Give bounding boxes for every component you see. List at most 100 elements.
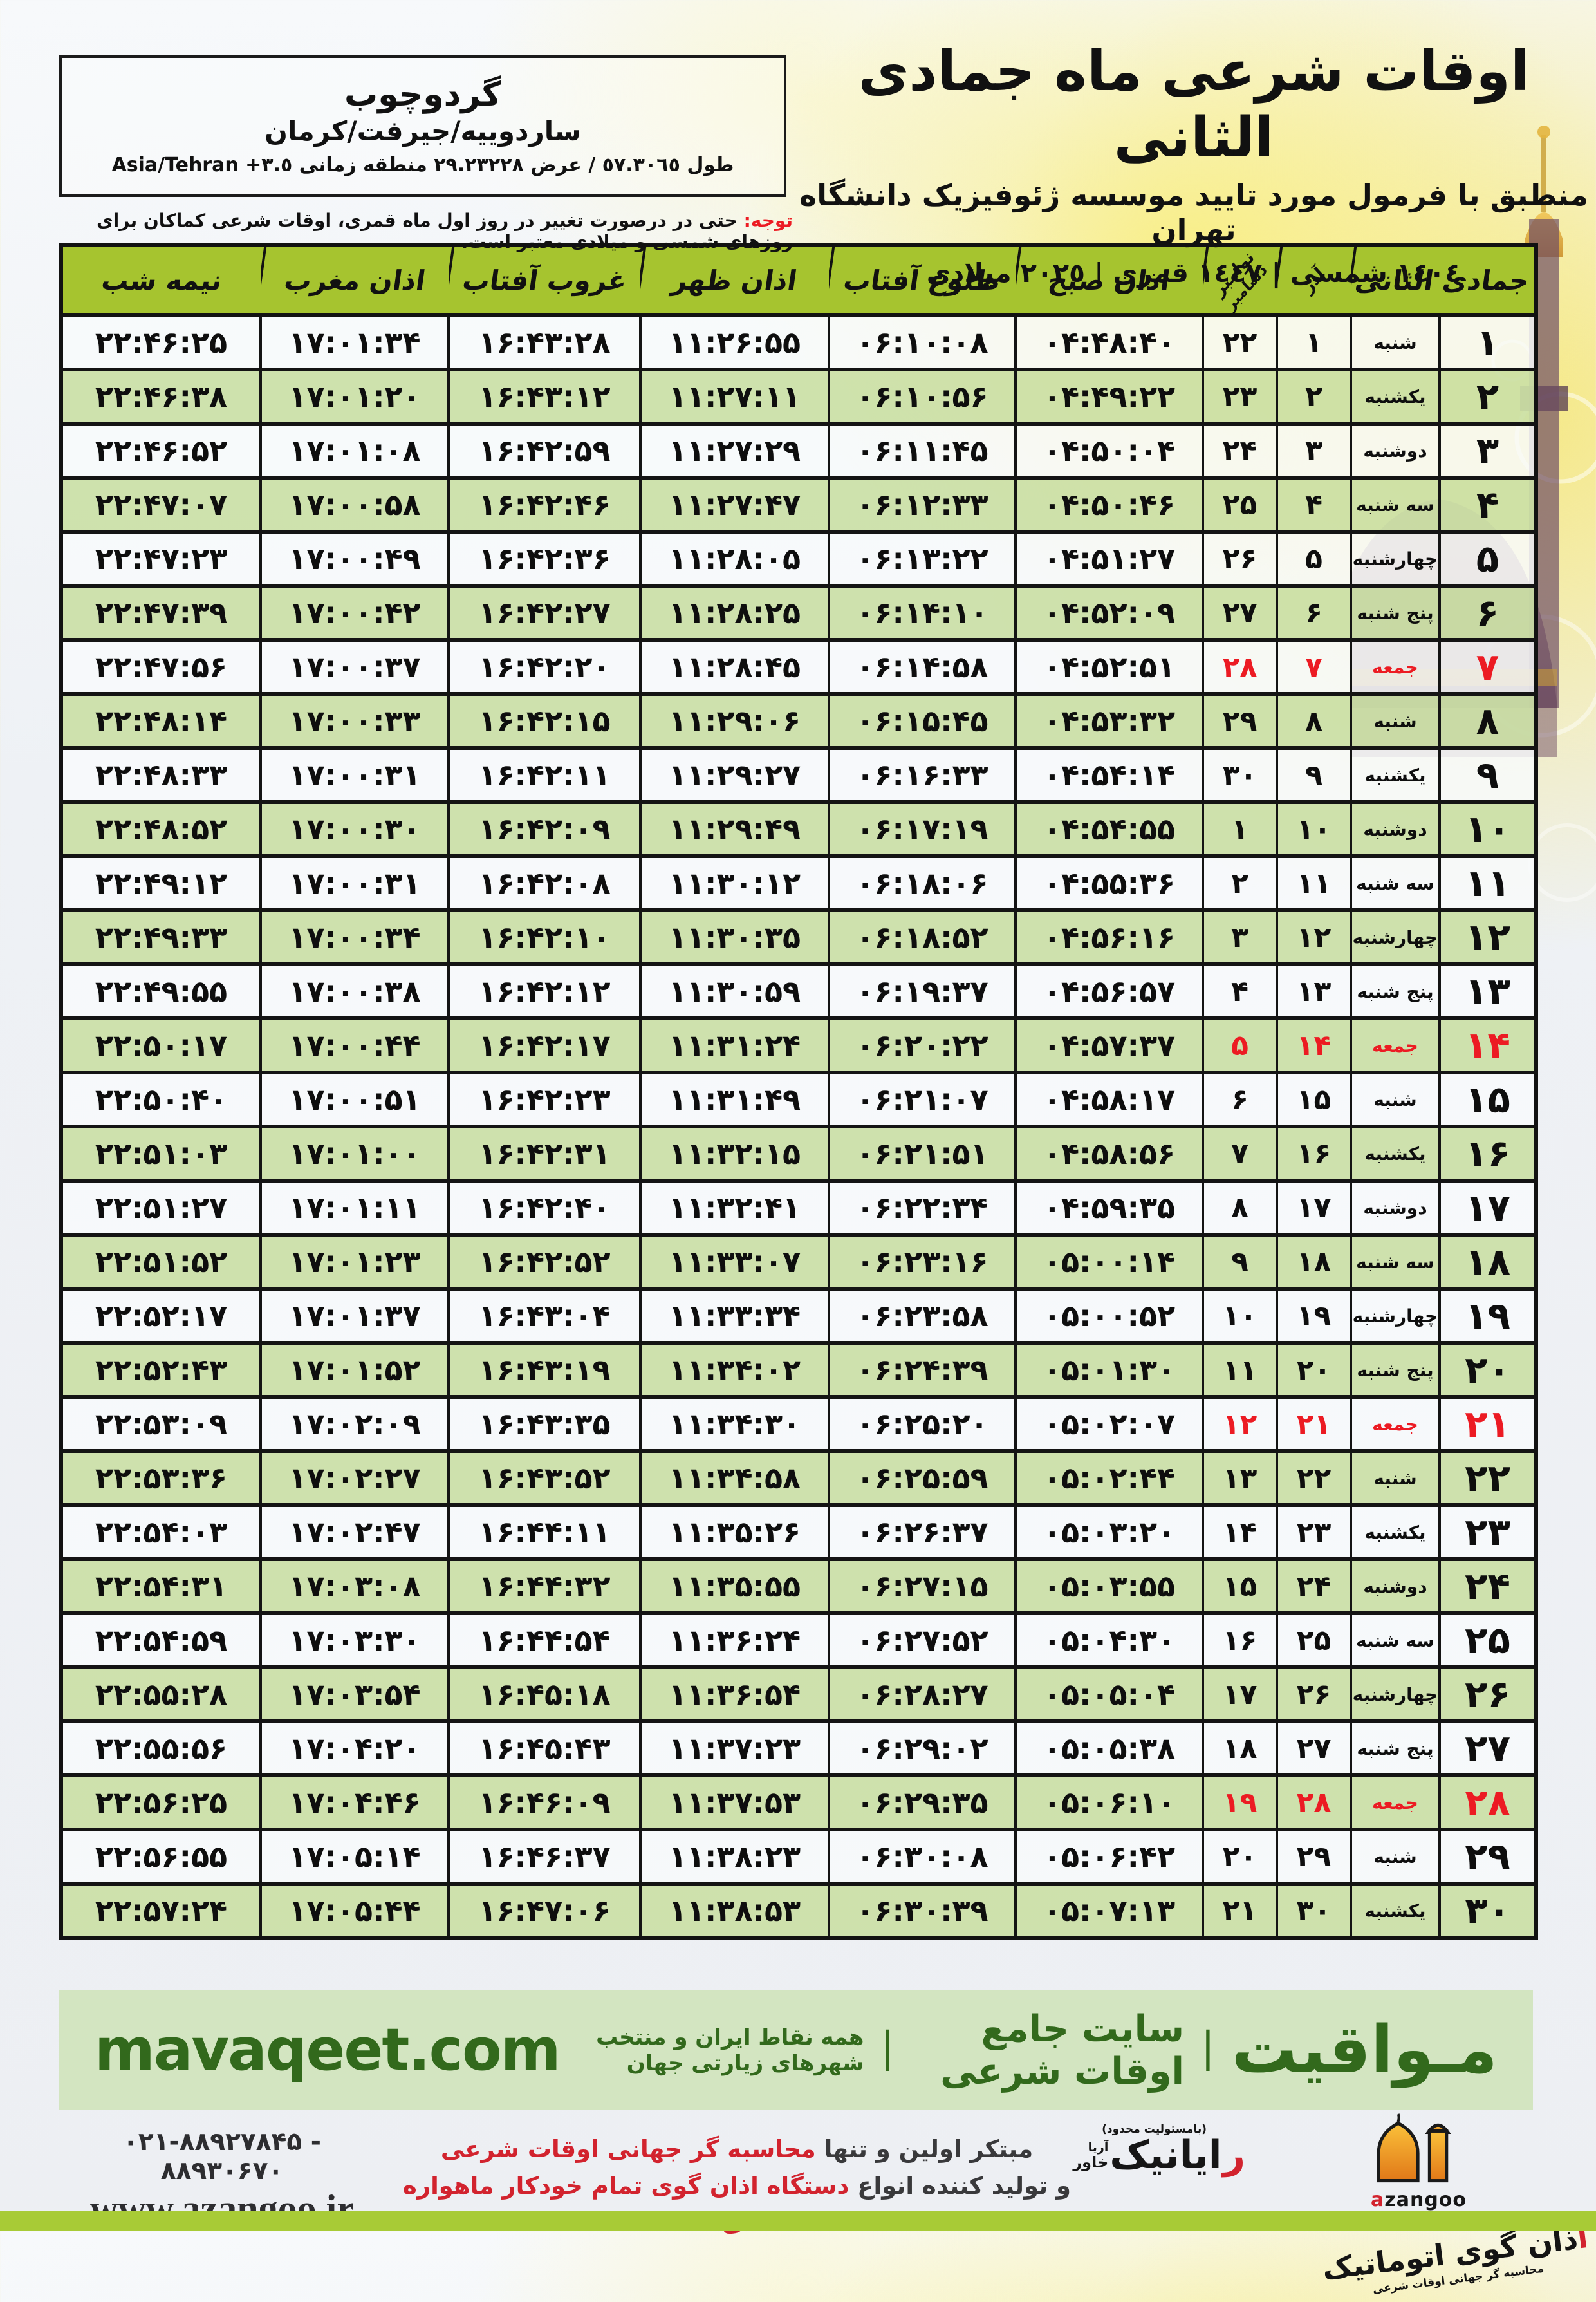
cell-day: ۳: [1438, 422, 1537, 478]
cell-day: ۱۴: [1438, 1016, 1537, 1072]
cell-midnight: ۲۲:۵۲:۱۷: [60, 1287, 262, 1343]
cell-sunrise: ۰۶:۲۴:۳۹: [828, 1341, 1017, 1397]
cell-sunrise: ۰۶:۱۴:۵۸: [828, 638, 1017, 694]
cell-weekday: چهارشنبه: [1350, 530, 1441, 586]
cell-fajr: ۰۴:۵۷:۳۷: [1014, 1016, 1204, 1072]
cell-azar: ۳۰: [1276, 1882, 1352, 1938]
cell-azar: ۲۹: [1276, 1828, 1352, 1884]
cell-azar: ۲۴: [1276, 1557, 1352, 1613]
cell-dhuhr: ۱۱:۲۹:۲۷: [639, 746, 830, 802]
cell-sunset: ۱۶:۴۳:۱۲: [447, 368, 642, 424]
cell-sunset: ۱۶:۴۲:۱۵: [447, 692, 642, 748]
cell-midnight: ۲۲:۵۱:۰۳: [60, 1125, 262, 1181]
cell-midnight: ۲۲:۴۷:۰۷: [60, 476, 262, 532]
location-region: ساردوییه/جیرفت/کرمان: [264, 115, 581, 147]
cell-sunset: ۱۶:۴۲:۳۱: [447, 1125, 642, 1181]
cell-weekday: چهارشنبه: [1350, 1665, 1441, 1721]
prayer-times-table: جمادی الثانی آذر نوامبر دسامبر اذان صبح ط…: [59, 243, 1538, 1940]
cell-midnight: ۲۲:۵۳:۳۶: [60, 1449, 262, 1505]
cell-day: ۶: [1438, 584, 1537, 640]
cell-dhuhr: ۱۱:۳۱:۴۹: [639, 1071, 830, 1127]
cell-nov: ۳۰: [1202, 746, 1278, 802]
cell-dhuhr: ۱۱:۳۴:۵۸: [639, 1449, 830, 1505]
table-row: ۶ پنج شنبه ۶ ۲۷ ۰۴:۵۲:۰۹ ۰۶:۱۴:۱۰ ۱۱:۲۸:۲۵ ۱۶:۴…: [60, 584, 1537, 640]
cell-azar: ۱۳: [1276, 962, 1352, 1018]
cell-fajr: ۰۵:۰۶:۴۲: [1014, 1828, 1204, 1884]
cell-nov: ۱۸: [1202, 1719, 1278, 1775]
cell-maghrib: ۱۷:۰۰:۴۹: [259, 530, 450, 586]
cell-day: ۲۵: [1438, 1611, 1537, 1667]
cell-nov: ۸: [1202, 1179, 1278, 1235]
cell-dhuhr: ۱۱:۳۸:۲۳: [639, 1828, 830, 1884]
cell-nov: ۲۵: [1202, 476, 1278, 532]
cell-day: ۸: [1438, 692, 1537, 748]
table-row: ۱۵ شنبه ۱۵ ۶ ۰۴:۵۸:۱۷ ۰۶:۲۱:۰۷ ۱۱:۳۱:۴۹ ۱۶:۴۲:۲…: [60, 1071, 1537, 1127]
cell-sunrise: ۰۶:۱۱:۴۵: [828, 422, 1017, 478]
cell-azar: ۱۸: [1276, 1233, 1352, 1289]
table-row: ۲ یکشنبه ۲ ۲۳ ۰۴:۴۹:۲۲ ۰۶:۱۰:۵۶ ۱۱:۲۷:۱۱ ۱۶:۴۳:…: [60, 368, 1537, 424]
cell-sunset: ۱۶:۴۲:۲۰: [447, 638, 642, 694]
cell-fajr: ۰۴:۵۲:۰۹: [1014, 584, 1204, 640]
cell-azar: ۱۴: [1276, 1016, 1352, 1072]
cell-sunrise: ۰۶:۲۹:۰۲: [828, 1719, 1017, 1775]
cell-azar: ۲۷: [1276, 1719, 1352, 1775]
cell-sunset: ۱۶:۴۲:۵۲: [447, 1233, 642, 1289]
cell-weekday: سه شنبه: [1350, 476, 1441, 532]
cell-midnight: ۲۲:۴۶:۳۸: [60, 368, 262, 424]
header-dhuhr: اذان ظهر: [640, 245, 829, 317]
cell-weekday: دوشنبه: [1350, 422, 1441, 478]
cell-sunrise: ۰۶:۱۲:۳۳: [828, 476, 1017, 532]
cell-dhuhr: ۱۱:۲۷:۲۹: [639, 422, 830, 478]
cell-dhuhr: ۱۱:۲۶:۵۵: [639, 313, 830, 370]
cell-sunrise: ۰۶:۱۴:۱۰: [828, 584, 1017, 640]
cell-sunrise: ۰۶:۱۰:۵۶: [828, 368, 1017, 424]
cell-dhuhr: ۱۱:۳۲:۴۱: [639, 1179, 830, 1235]
cell-maghrib: ۱۷:۰۱:۳۴: [259, 313, 450, 370]
cell-dhuhr: ۱۱:۳۵:۲۶: [639, 1503, 830, 1559]
cell-sunset: ۱۶:۴۵:۴۳: [447, 1719, 642, 1775]
cell-weekday: یکشنبه: [1350, 746, 1441, 802]
cell-fajr: ۰۵:۰۵:۰۴: [1014, 1665, 1204, 1721]
cell-weekday: جمعه: [1350, 1773, 1441, 1829]
cell-nov: ۲۶: [1202, 530, 1278, 586]
cell-sunrise: ۰۶:۱۹:۳۷: [828, 962, 1017, 1018]
rayanik-wordmark: ر ایانیک آریا خاور: [1073, 2133, 1245, 2178]
table-row: ۲۱ جمعه ۲۱ ۱۲ ۰۵:۰۲:۰۷ ۰۶:۲۵:۲۰ ۱۱:۳۴:۳۰ ۱۶:۴۳:…: [60, 1395, 1537, 1451]
cell-day: ۱۶: [1438, 1125, 1537, 1181]
notice-text: حتی در درصورت تغییر در روز اول ماه قمری،…: [96, 210, 793, 252]
cell-day: ۳۰: [1438, 1882, 1537, 1938]
cell-weekday: پنج شنبه: [1350, 962, 1441, 1018]
mosque-dome-icon: [1377, 2113, 1451, 2183]
cell-sunrise: ۰۶:۲۳:۵۸: [828, 1287, 1017, 1343]
cell-weekday: شنبه: [1350, 692, 1441, 748]
cell-weekday: یکشنبه: [1350, 1882, 1441, 1938]
cell-azar: ۱: [1276, 313, 1352, 370]
prayer-times-poster: { "header": { "title": "اوقات شرعی ماه ج…: [0, 0, 1596, 2231]
cell-dhuhr: ۱۱:۲۷:۴۷: [639, 476, 830, 532]
table-row: ۲۳ یکشنبه ۲۳ ۱۴ ۰۵:۰۳:۲۰ ۰۶:۲۶:۳۷ ۱۱:۳۵:۲۶ ۱۶:۴…: [60, 1503, 1537, 1559]
cell-fajr: ۰۵:۰۴:۳۰: [1014, 1611, 1204, 1667]
cell-dhuhr: ۱۱:۲۷:۱۱: [639, 368, 830, 424]
cell-fajr: ۰۵:۰۱:۳۰: [1014, 1341, 1204, 1397]
cell-sunset: ۱۶:۴۲:۴۶: [447, 476, 642, 532]
cell-dhuhr: ۱۱:۳۰:۱۲: [639, 854, 830, 910]
cell-sunrise: ۰۶:۲۳:۱۶: [828, 1233, 1017, 1289]
cell-day: ۲۸: [1438, 1773, 1537, 1829]
cell-midnight: ۲۲:۴۶:۵۲: [60, 422, 262, 478]
page-subtitle: منطبق با فرمول مورد تایید موسسه ژئوفیزیک…: [799, 178, 1588, 248]
cell-fajr: ۰۴:۵۸:۱۷: [1014, 1071, 1204, 1127]
cell-dhuhr: ۱۱:۲۸:۲۵: [639, 584, 830, 640]
cell-dhuhr: ۱۱:۳۴:۳۰: [639, 1395, 830, 1451]
cell-midnight: ۲۲:۵۰:۱۷: [60, 1016, 262, 1072]
cell-midnight: ۲۲:۵۴:۰۳: [60, 1503, 262, 1559]
cell-azar: ۷: [1276, 638, 1352, 694]
cell-maghrib: ۱۷:۰۳:۰۸: [259, 1557, 450, 1613]
cell-azar: ۲۸: [1276, 1773, 1352, 1829]
cell-fajr: ۰۵:۰۲:۰۷: [1014, 1395, 1204, 1451]
cell-day: ۱۳: [1438, 962, 1537, 1018]
cell-dhuhr: ۱۱:۳۲:۱۵: [639, 1125, 830, 1181]
cell-sunset: ۱۶:۴۲:۴۰: [447, 1179, 642, 1235]
cell-maghrib: ۱۷:۰۳:۳۰: [259, 1611, 450, 1667]
cell-weekday: یکشنبه: [1350, 1125, 1441, 1181]
cell-sunset: ۱۶:۴۶:۳۷: [447, 1828, 642, 1884]
